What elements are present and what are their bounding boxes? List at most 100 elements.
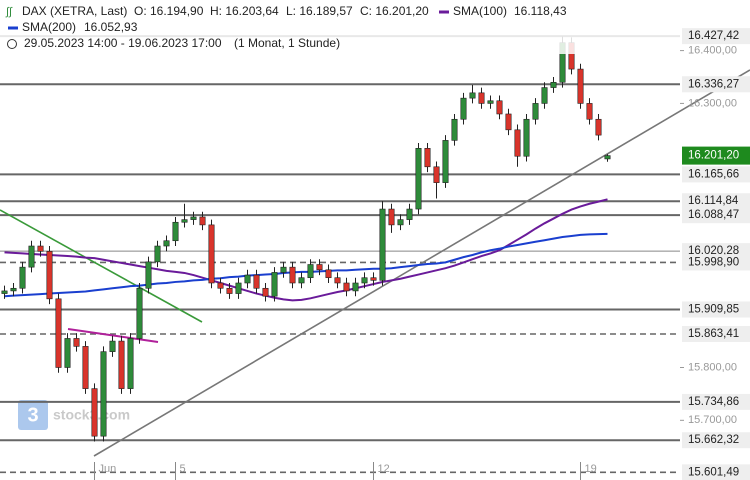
level-label-bg: [682, 301, 750, 318]
level-label-bg: [682, 326, 750, 343]
candle-body: [451, 118, 458, 141]
candle-body: [37, 245, 44, 252]
candle-body: [46, 251, 53, 300]
candle-body: [136, 287, 143, 339]
candle-body: [109, 340, 116, 352]
candle-body: [1, 290, 8, 294]
y-tick-label: 15.800,00: [688, 361, 737, 373]
trend-line: [0, 209, 203, 323]
y-tick-label: 16.400,00: [688, 45, 737, 57]
date-range: 29.05.2023 14:00 - 19.06.2023 17:00: [24, 36, 222, 50]
level-label: 15.998,90: [688, 256, 739, 268]
watermark-logo-glyph: 3: [27, 404, 38, 426]
y-tick-label: 16.300,00: [688, 97, 737, 109]
candle-body: [415, 148, 422, 210]
candle-body: [496, 100, 503, 115]
period: (1 Monat, 1 Stunde): [234, 36, 340, 50]
legend-value: 16.118,43: [514, 4, 567, 18]
candle-body: [442, 140, 449, 183]
candle-body: [379, 208, 386, 281]
candle-body: [523, 118, 530, 157]
level-label: 16.020,28: [688, 245, 739, 257]
candle-body: [532, 103, 539, 120]
candle-body: [208, 224, 215, 284]
candle-body: [541, 87, 548, 104]
candle-body: [343, 282, 350, 292]
candle-body: [127, 338, 134, 389]
candle-body: [550, 81, 557, 88]
candle-body: [397, 219, 404, 226]
candle-body: [154, 245, 161, 263]
candle-body: [163, 240, 170, 247]
x-tick-label: 12: [378, 463, 390, 475]
level-label: 15.601,49: [688, 466, 739, 478]
level-label-bg: [682, 28, 750, 45]
x-tick-label: 5: [180, 463, 186, 475]
level-label: 16.088,47: [688, 209, 739, 221]
candle-body: [172, 221, 179, 242]
ohlc-high: H: 16.203,64: [210, 4, 279, 18]
candle-body: [469, 92, 476, 99]
x-tick-label: 19: [585, 463, 597, 475]
candle-body: [55, 298, 62, 368]
level-label-bg: [682, 193, 750, 210]
candle-body: [226, 287, 233, 294]
candle-body: [73, 338, 80, 347]
candle-body: [244, 274, 251, 284]
candle-body: [100, 351, 107, 437]
legend-value: 16.052,93: [84, 20, 138, 34]
candle-body: [217, 282, 224, 289]
candle-body: [28, 245, 35, 268]
level-label-bg: [682, 166, 750, 183]
chart-icon: ∫∫: [5, 6, 13, 18]
level-label-bg: [682, 207, 750, 224]
candle-body: [514, 129, 521, 157]
legend-label: SMA(100): [453, 4, 507, 18]
candle-body: [253, 274, 260, 289]
level-label-bg: [682, 254, 750, 271]
last-price-bg: [682, 146, 750, 165]
y-tick-label: 15.700,00: [688, 414, 737, 426]
candle-body: [316, 264, 323, 271]
candle-body: [577, 68, 584, 104]
level-label-bg: [682, 76, 750, 93]
ohlc-close: C: 16.201,20: [360, 4, 429, 18]
x-tick-label: Jun: [99, 463, 117, 475]
candle-body: [478, 92, 485, 104]
trend-line: [93, 69, 750, 457]
candle-body: [361, 277, 368, 284]
candle-body: [280, 266, 287, 273]
level-label: 15.909,85: [688, 304, 739, 316]
sma-line: [4, 232, 608, 298]
candle-body: [586, 103, 593, 120]
candle-body: [64, 338, 71, 368]
candle-body: [145, 261, 152, 289]
candle-body: [298, 277, 305, 284]
last-price-label: 16.201,20: [688, 150, 739, 162]
ohlc-low: L: 16.189,57: [286, 4, 353, 18]
candle-body: [352, 282, 359, 292]
level-label: 16.336,27: [688, 78, 739, 90]
clock-icon: [7, 39, 17, 49]
candle-body: [10, 287, 17, 292]
candle-body: [190, 216, 197, 220]
level-label-bg: [682, 464, 750, 480]
header-bg: [0, 0, 680, 54]
candle-body: [118, 340, 125, 389]
candle-body: [325, 269, 332, 279]
legend-label: SMA(200): [22, 20, 76, 34]
candle-body: [433, 166, 440, 183]
candle-body: [262, 287, 269, 297]
level-label-bg: [682, 432, 750, 449]
candle-body: [487, 100, 494, 104]
candle-body: [388, 208, 395, 226]
level-label: 16.427,42: [688, 30, 739, 42]
candle-body: [289, 266, 296, 284]
level-label: 16.114,84: [688, 195, 739, 207]
candle-body: [199, 216, 206, 226]
candle-body: [91, 388, 98, 437]
level-label-bg: [682, 393, 750, 410]
header: ∫∫ DAX (XETRA, Last) O: 16.194,90 H: 16.…: [0, 0, 680, 54]
